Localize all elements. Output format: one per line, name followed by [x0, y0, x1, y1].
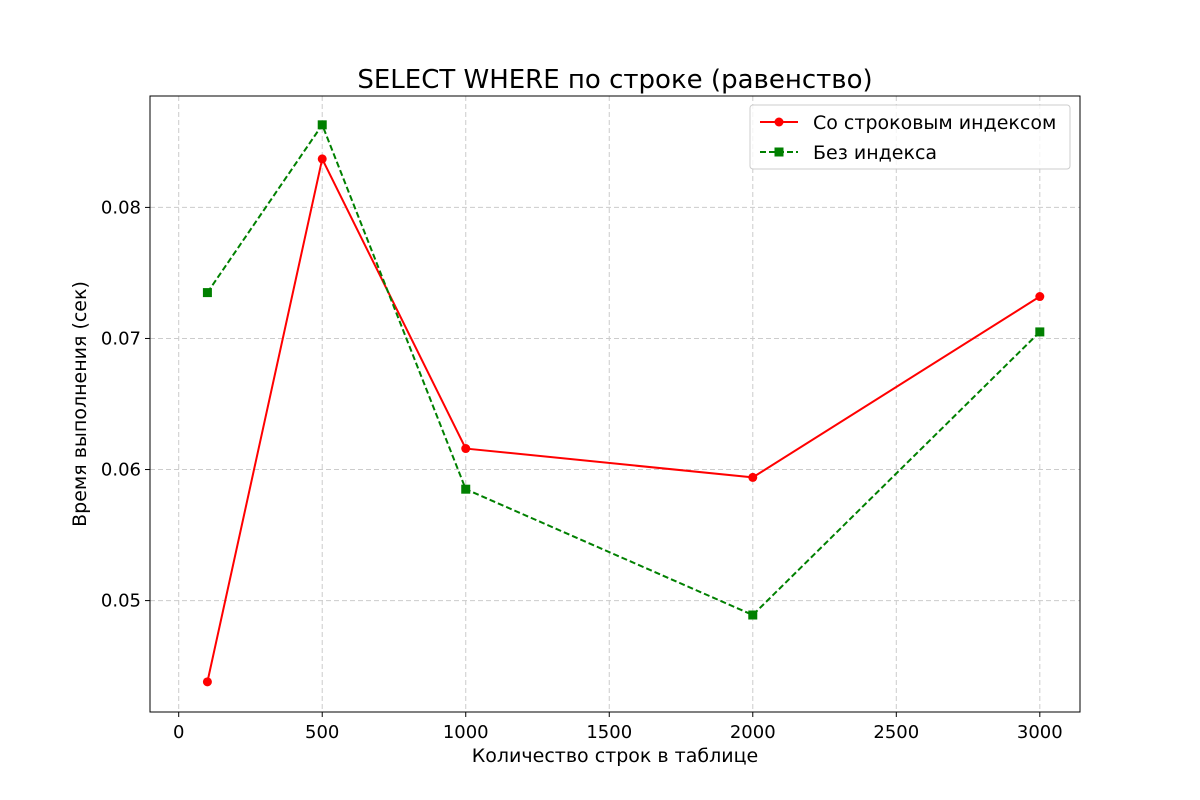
- x-tick-label: 2500: [873, 722, 919, 743]
- chart-title: SELECT WHERE по строке (равенство): [357, 65, 872, 95]
- legend-label: Со строковым индексом: [813, 112, 1056, 134]
- x-tick-label: 0: [173, 722, 184, 743]
- data-point: [317, 154, 327, 164]
- legend: Со строковым индексом Без индекса: [749, 104, 1071, 170]
- data-point: [202, 677, 212, 687]
- legend-marker: [774, 117, 784, 127]
- legend-box: [749, 104, 1071, 170]
- x-tick-label: 3000: [1017, 722, 1063, 743]
- series-1: [202, 154, 1045, 687]
- series-layer: [202, 120, 1045, 687]
- x-tick-label: 1000: [443, 722, 489, 743]
- x-tick-label: 500: [305, 722, 339, 743]
- data-point: [202, 288, 212, 298]
- legend-items: Со строковым индексом Без индекса: [760, 112, 1056, 164]
- legend-item: Без индекса: [760, 142, 937, 164]
- x-tick-label: 2000: [730, 722, 776, 743]
- legend-item: Со строковым индексом: [760, 112, 1056, 134]
- y-tick-label: 0.06: [101, 460, 141, 481]
- data-point: [1035, 327, 1045, 337]
- data-point: [748, 610, 758, 620]
- y-tick-label: 0.05: [101, 591, 141, 612]
- x-axis-label: Количество строк в таблице: [472, 745, 758, 767]
- axes-frame: [149, 95, 1081, 713]
- y-axis-label: Время выполнения (сек): [69, 281, 91, 527]
- data-point: [748, 472, 758, 482]
- data-point: [1035, 292, 1045, 302]
- y-tick-label: 0.08: [101, 197, 141, 218]
- y-tick-label: 0.07: [101, 328, 141, 349]
- series-2: [202, 120, 1045, 620]
- legend-label: Без индекса: [813, 142, 937, 164]
- data-point: [461, 484, 471, 494]
- data-point: [461, 444, 471, 454]
- ticks: 0 500 1000 1500 2000 2500 3000 0.05 0.06 0.07 0.08: [101, 197, 1063, 743]
- data-point: [317, 120, 327, 130]
- x-tick-label: 1500: [586, 722, 632, 743]
- legend-marker: [774, 147, 784, 157]
- grid: [150, 96, 1080, 712]
